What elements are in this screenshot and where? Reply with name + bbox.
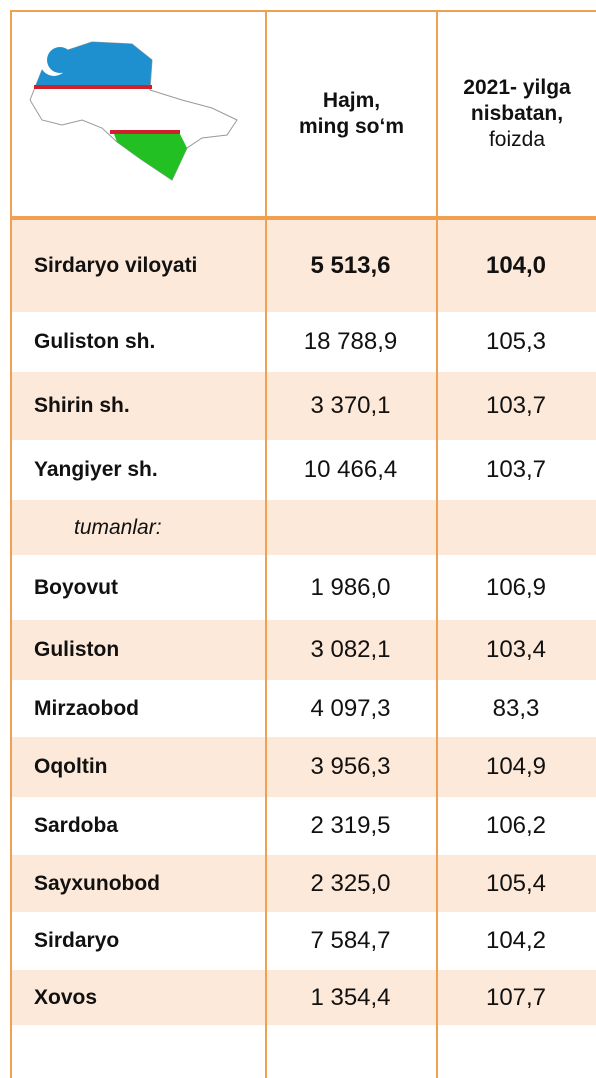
- table-row: Shirin sh. 3 370,1 103,7: [10, 372, 596, 440]
- region-name: Mirzaobod: [34, 696, 139, 720]
- header-line: ming so‘m: [298, 115, 404, 138]
- region-name: Guliston: [34, 638, 120, 661]
- percent: 103,7: [485, 456, 547, 483]
- region-name: Sirdaryo viloyati: [34, 254, 198, 277]
- volume: 2 319,5: [310, 812, 391, 839]
- table-row: Guliston 3 082,1 103,4: [10, 620, 596, 680]
- header-line: nisbatan,: [470, 102, 564, 125]
- map-icon: [29, 41, 238, 181]
- table-row: Sirdaryo viloyati 5 513,6 104,0: [10, 220, 596, 312]
- region-name: Boyovut: [34, 575, 118, 599]
- region-name: tumanlar:: [74, 515, 162, 539]
- percent: 104,2: [485, 927, 547, 954]
- volume: 1 986,0: [310, 573, 391, 601]
- percent: 103,4: [485, 636, 547, 663]
- region-name: Guliston sh.: [34, 330, 156, 353]
- percent: 83,3: [492, 694, 540, 722]
- percent: 104,9: [485, 753, 547, 780]
- table-row: Mirzaobod 4 097,3 83,3: [10, 680, 596, 737]
- header-line: foizda: [488, 128, 546, 151]
- percent: 107,7: [485, 983, 547, 1011]
- table-row: Boyovut 1 986,0 106,9: [10, 555, 596, 620]
- percent: 103,7: [485, 392, 547, 419]
- top-border: [10, 10, 596, 12]
- header-border: [10, 216, 596, 220]
- volume: 3 370,1: [310, 392, 391, 419]
- volume: 3 082,1: [310, 636, 391, 663]
- percent-header: 2021- yilga nisbatan, foizda: [438, 10, 596, 218]
- percent: 104,0: [485, 252, 547, 279]
- table-row: [10, 1025, 596, 1078]
- header-line: Hajm,: [322, 89, 381, 112]
- header-line: 2021- yilga: [463, 76, 571, 99]
- table-row: Xovos 1 354,4 107,7: [10, 970, 596, 1025]
- percent: 105,4: [485, 869, 547, 897]
- region-name: Yangiyer sh.: [34, 458, 158, 481]
- region-name: Shirin sh.: [34, 394, 130, 417]
- table-row: Guliston sh. 18 788,9 105,3: [10, 312, 596, 372]
- table-row: Yangiyer sh. 10 466,4 103,7: [10, 440, 596, 500]
- table-row: Sardoba 2 319,5 106,2: [10, 797, 596, 855]
- volume: 7 584,7: [310, 927, 391, 954]
- table-row: tumanlar:: [10, 500, 596, 555]
- percent: 106,2: [485, 812, 547, 839]
- column-line: [10, 10, 12, 1078]
- column-line: [265, 10, 267, 1078]
- volume: 2 325,0: [310, 869, 391, 897]
- volume-header: Hajm, ming so‘m: [267, 10, 436, 218]
- region-name: Oqoltin: [34, 755, 108, 778]
- region-name: Xovos: [34, 985, 98, 1009]
- region-name: Sardoba: [34, 814, 119, 837]
- volume: 1 354,4: [310, 983, 391, 1011]
- column-line: [436, 10, 438, 1078]
- percent: 105,3: [485, 328, 547, 355]
- table-row: Sayxunobod 2 325,0 105,4: [10, 855, 596, 912]
- table-row: Sirdaryo 7 584,7 104,2: [10, 912, 596, 970]
- table-row: Oqoltin 3 956,3 104,9: [10, 737, 596, 797]
- region-name: Sayxunobod: [34, 871, 161, 895]
- volume: 18 788,9: [303, 328, 398, 355]
- percent: 106,9: [485, 573, 547, 601]
- volume: 3 956,3: [310, 753, 391, 780]
- volume: 5 513,6: [310, 252, 391, 279]
- region-name: Sirdaryo: [34, 929, 120, 952]
- volume: 4 097,3: [310, 694, 391, 722]
- volume: 10 466,4: [303, 456, 398, 483]
